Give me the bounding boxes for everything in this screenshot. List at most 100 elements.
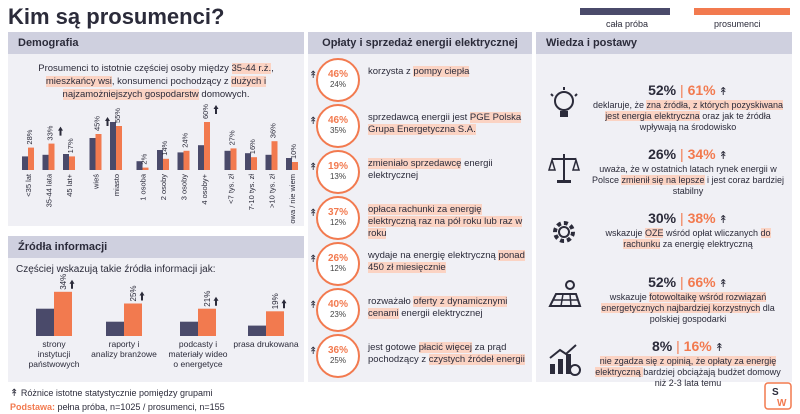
oplaty-header: Opłaty i sprzedaż energii elektrycznej: [308, 32, 532, 54]
zrodla-bar-total: [36, 308, 54, 336]
oplaty-prosumer-percent: 36%: [327, 345, 348, 356]
demografia-value-label: 17%: [66, 138, 75, 153]
significance-arrow-icon: ↟: [309, 208, 318, 219]
oplaty-percent-circle: 37% 12%: [316, 196, 360, 240]
demografia-bar-total: [265, 154, 272, 170]
oplaty-item: 36% 25% ↟ jest gotowe płacić więcej za prąd…: [308, 334, 532, 380]
demografia-bar-total: [89, 138, 96, 170]
demografia-bar-total: [63, 154, 69, 170]
wiedza-prosumer-percent: 16%: [683, 338, 712, 354]
oplaty-percent-circle: 36% 25%: [316, 334, 360, 378]
significance-arrow-icon: [213, 296, 219, 306]
zrodla-category-label: państwowych: [28, 359, 79, 369]
zrodla-category-label: materiały wideo: [168, 349, 227, 359]
wiedza-total-percent: 30%: [648, 210, 677, 226]
demografia-summary-fragment: Prosumenci to istotnie częściej osoby mi…: [38, 63, 232, 74]
significance-arrow-icon: ↟: [715, 86, 728, 98]
significance-arrow-icon: [213, 105, 219, 114]
wiedza-item-text: deklaruje, że zna źródła, z których pozy…: [590, 100, 786, 133]
oplaty-item: 19% 13% ↟ zmieniało sprzedawcę energii elek…: [308, 150, 532, 196]
significance-arrow-icon: ↟: [309, 162, 318, 173]
wiedza-item-text-fragment: za energię elektryczną: [660, 239, 753, 249]
wiedza-item-text-fragment: domowy niż 2-3 lata temu: [654, 367, 781, 388]
significance-arrow-icon: [105, 117, 110, 126]
wiedza-header: Wiedza i postawy: [536, 32, 792, 54]
wiedza-item-text-fragment: wskazuje: [605, 228, 645, 238]
demografia-summary-fragment: mieszkańcy wsi: [45, 76, 112, 87]
demografia-bar-total: [22, 156, 28, 170]
zrodla-bar-prosumer: [266, 311, 284, 336]
wiedza-separator: |: [672, 338, 684, 354]
oplaty-total-percent: 23%: [329, 310, 346, 319]
svg-text:S: S: [772, 387, 779, 398]
wiedza-prosumer-percent: 61%: [687, 82, 716, 98]
oplaty-item-text-fragment: pompy ciepła: [413, 66, 470, 77]
base-note: Podstawa: pełna próba, n=1025 / prosumen…: [10, 402, 225, 412]
demografia-bar-prosumer: [28, 147, 34, 170]
oplaty-prosumer-percent: 46%: [327, 115, 348, 126]
wiedza-separator: |: [676, 210, 688, 226]
gear-icon: [546, 214, 582, 250]
demografia-value-label: 60%: [201, 104, 210, 119]
significance-arrows-icon: ↟: [10, 388, 19, 399]
oplaty-item-text-fragment: zmieniało sprzedawcę: [368, 158, 462, 169]
solar-panel-icon: [546, 278, 582, 314]
demografia-bar-total: [177, 152, 184, 170]
wiedza-panel: Wiedza i postawy 52% | 61% ↟ deklaruje, ż…: [536, 32, 792, 388]
wiedza-item-text-fragment: uważa, że w ostatnich latach rynek energ…: [591, 164, 777, 185]
wiedza-separator: |: [676, 146, 688, 162]
demografia-chart: 28% <35 lat 33% 35-44 lata 17% 45 lat+ 45% wieś…: [22, 104, 298, 224]
demografia-category-label: <7 tys. zł: [227, 174, 236, 204]
demografia-bar-total: [136, 161, 143, 170]
demografia-summary-fragment: 35-44 r.ż.: [231, 63, 272, 74]
zrodla-category-label: o energetyce: [173, 359, 222, 369]
oplaty-item-text-fragment: jest gotowe: [368, 342, 419, 353]
wiedza-total-percent: 8%: [652, 338, 673, 354]
demografia-bar-prosumer: [204, 122, 210, 170]
zrodla-bar-prosumer: [198, 308, 216, 336]
wiedza-item-text: uważa, że w ostatnich latach rynek energ…: [590, 164, 786, 197]
significance-note-text: Różnice istotne statystycznie pomiędzy g…: [20, 388, 213, 398]
zrodla-intro: Częściej wskazują takie źródła informacj…: [16, 264, 216, 275]
significance-arrow-icon: ↟: [309, 346, 318, 357]
wiedza-item-text-fragment: wśród opłat wliczanych: [663, 228, 761, 238]
scales-icon: [546, 150, 582, 186]
oplaty-item-text: korzysta z pompy ciepła: [368, 66, 526, 78]
zrodla-category-label: instytucji: [38, 349, 71, 359]
zrodla-category-label: analizy branżowe: [91, 349, 157, 359]
wiedza-item-text-fragment: zmienił się na lepsze: [621, 175, 705, 185]
oplaty-total-percent: 24%: [329, 80, 346, 89]
zrodla-category-label: raporty i: [109, 339, 140, 349]
demografia-bar-prosumer: [251, 157, 257, 170]
demografia-summary: Prosumenci to istotnie częściej osoby mi…: [8, 54, 304, 101]
wiedza-separator: |: [676, 274, 688, 290]
demografia-panel: Demografia Prosumenci to istotnie części…: [8, 32, 304, 226]
oplaty-panel: Opłaty i sprzedaż energii elektrycznej 4…: [308, 32, 532, 382]
wiedza-item: 52% | 66% ↟ wskazuje fotowoltaikę wśród r…: [536, 272, 792, 337]
demografia-bar-total: [198, 145, 204, 170]
wiedza-item-text: wskazuje fotowoltaikę wśród rozwiązań en…: [590, 292, 786, 325]
demografia-value-label: 16%: [248, 139, 257, 154]
demografia-bar-total: [245, 153, 251, 170]
zrodla-bar-total: [180, 321, 198, 336]
demografia-category-label: <35 lat: [24, 173, 33, 197]
oplaty-item-text-fragment: opłaca rachunki za energię elektryczną r…: [368, 204, 523, 239]
demografia-value-label: 36%: [269, 123, 278, 138]
wiedza-item-text-fragment: i jest coraz bardziej stabilny: [672, 175, 785, 196]
zrodla-bar-total: [106, 321, 124, 336]
zrodla-value-label: 25%: [129, 285, 138, 301]
significance-arrow-icon: [281, 299, 287, 309]
demografia-value-label: 14%: [160, 140, 169, 155]
wiedza-item-text-fragment: dla polskiej gospodarki: [649, 303, 775, 324]
oplaty-item-text-fragment: za prąd pochodzący z: [368, 342, 507, 365]
demografia-value-label: 2%: [140, 153, 149, 164]
oplaty-total-percent: 25%: [329, 356, 346, 365]
significance-arrow-icon: ↟: [715, 214, 728, 226]
oplaty-total-percent: 13%: [329, 172, 346, 181]
demografia-category-label: 1 osoba: [139, 173, 148, 201]
demografia-value-label: 24%: [181, 132, 190, 147]
demografia-category-label: 4 osoby+: [200, 173, 209, 204]
demografia-bar-total: [42, 154, 49, 170]
demografia-bar-prosumer: [116, 126, 122, 170]
demografia-category-label: >10 tys. zł: [268, 174, 277, 208]
